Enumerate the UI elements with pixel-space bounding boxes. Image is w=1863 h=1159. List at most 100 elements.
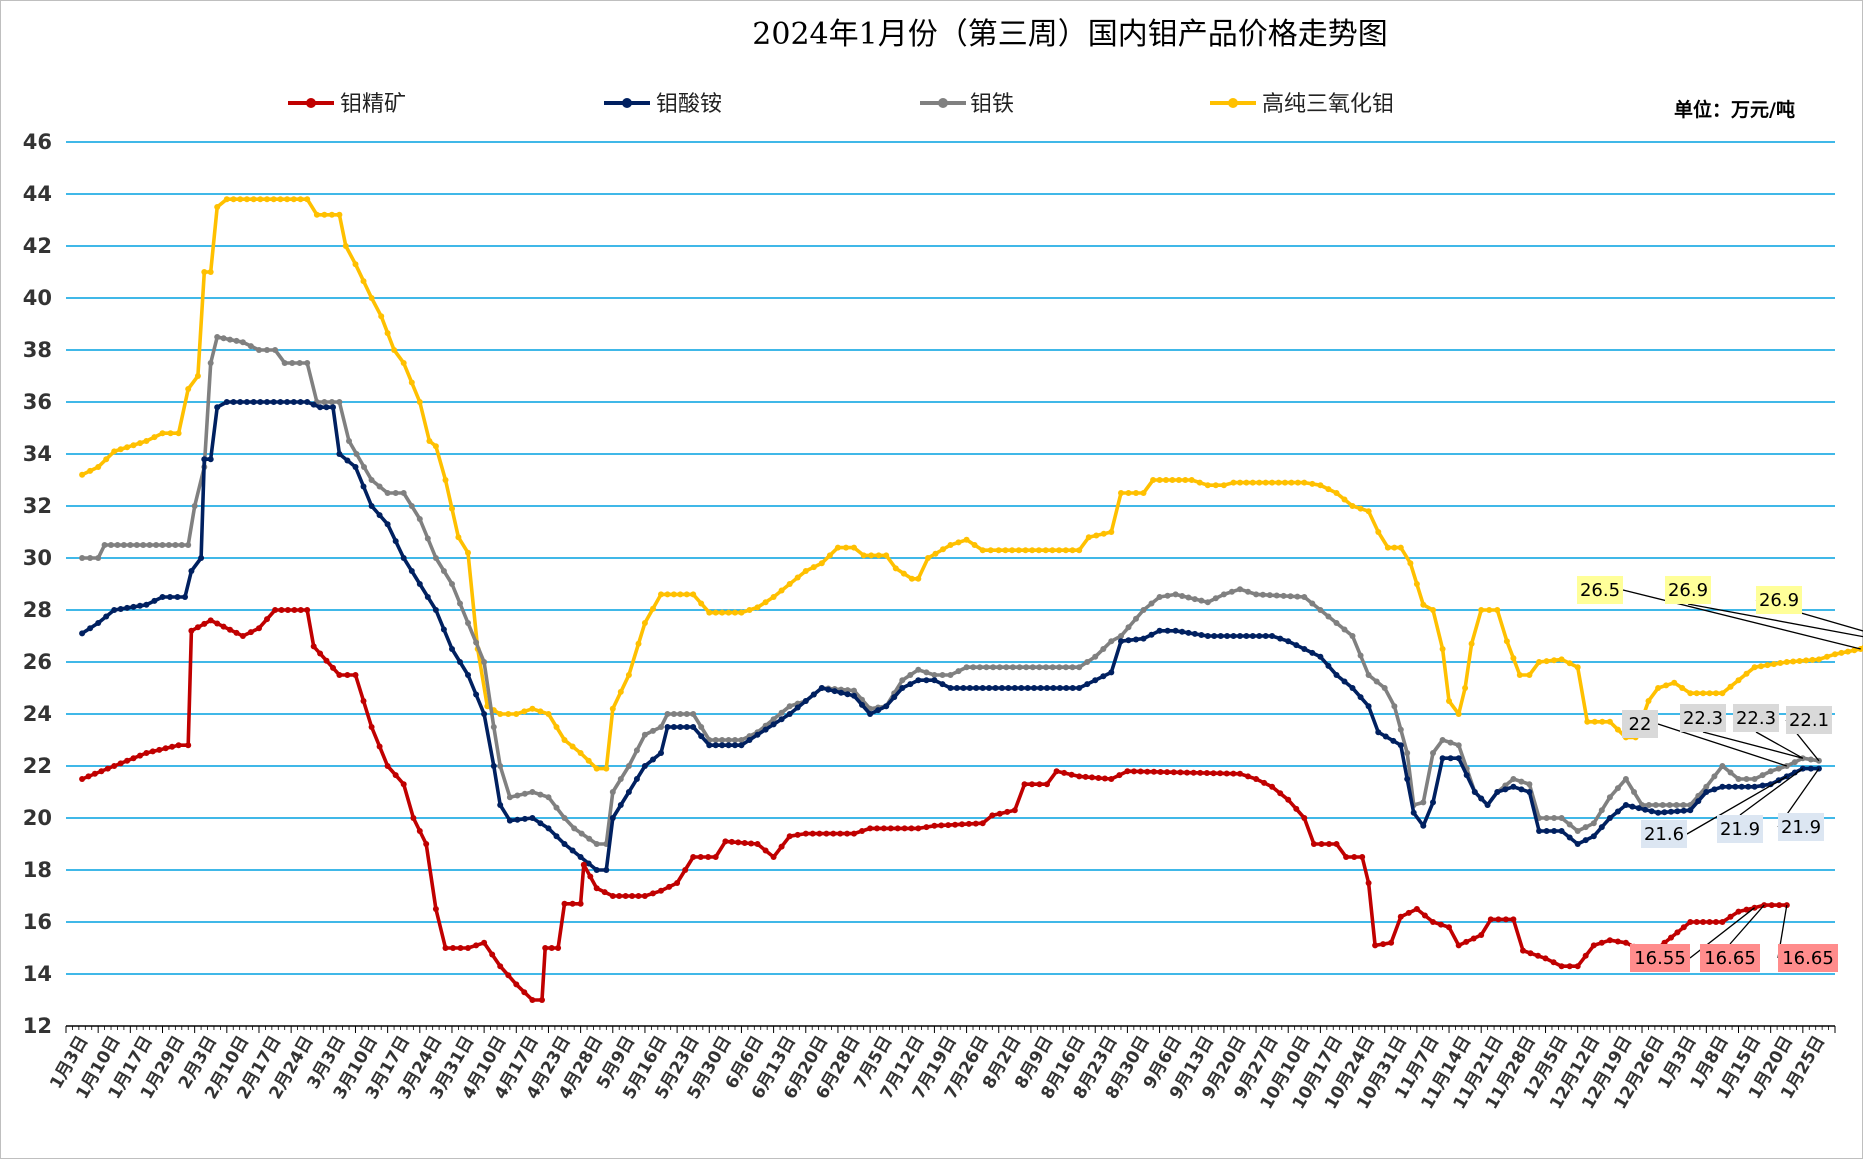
series-marker xyxy=(1770,661,1777,668)
series-marker xyxy=(233,337,240,344)
series-marker xyxy=(1566,660,1573,667)
series-marker xyxy=(609,893,616,899)
series-marker xyxy=(992,685,999,691)
series-marker xyxy=(1169,477,1176,483)
series-marker xyxy=(891,694,898,701)
series-marker xyxy=(1606,718,1613,725)
series-marker xyxy=(130,442,137,449)
series-marker xyxy=(732,742,738,749)
series-marker xyxy=(677,711,684,717)
series-marker xyxy=(1259,591,1266,598)
series-marker xyxy=(915,575,922,582)
series-marker xyxy=(1510,776,1517,782)
series-marker xyxy=(529,815,536,821)
series-marker xyxy=(970,664,977,671)
series-marker xyxy=(529,705,536,712)
data-label-box xyxy=(1680,704,1726,732)
series-marker xyxy=(143,438,150,444)
series-marker xyxy=(1518,778,1525,785)
series-marker xyxy=(831,688,838,695)
series-marker xyxy=(1738,783,1745,790)
unit-label: 单位：万元/吨 xyxy=(1674,98,1795,121)
series-marker xyxy=(277,196,284,203)
series-marker xyxy=(1118,638,1124,645)
series-marker xyxy=(1404,750,1411,756)
series-marker xyxy=(947,672,954,678)
series-marker xyxy=(1687,690,1694,697)
series-marker xyxy=(580,861,587,868)
series-marker xyxy=(1703,789,1710,795)
series-marker xyxy=(1076,547,1083,554)
series-marker xyxy=(1719,690,1726,697)
series-marker xyxy=(1622,939,1629,946)
series-marker xyxy=(521,708,528,715)
series-marker xyxy=(712,737,719,743)
series-marker xyxy=(103,613,110,620)
series-marker xyxy=(732,737,738,743)
series-marker xyxy=(465,620,471,626)
series-marker xyxy=(290,399,297,405)
series-marker xyxy=(1420,601,1427,608)
series-marker xyxy=(1606,815,1613,821)
series-marker xyxy=(816,830,823,837)
series-marker xyxy=(1558,963,1565,970)
series-marker xyxy=(1614,808,1621,815)
series-marker xyxy=(706,742,713,749)
series-marker xyxy=(1526,781,1533,788)
series-marker xyxy=(328,211,335,218)
series-marker xyxy=(1191,596,1198,603)
series-marker xyxy=(915,677,922,684)
series-marker xyxy=(1439,646,1446,652)
series-marker xyxy=(1404,776,1411,782)
data-label-text: 21.6 xyxy=(1644,824,1684,845)
series-marker xyxy=(426,438,433,444)
series-marker xyxy=(1484,802,1491,808)
series-marker xyxy=(1687,807,1694,814)
series-marker xyxy=(1391,703,1398,710)
series-marker xyxy=(1016,664,1023,671)
series-marker xyxy=(201,269,208,275)
series-marker xyxy=(1230,770,1237,777)
series-marker xyxy=(1438,921,1444,928)
series-marker xyxy=(973,685,980,691)
series-marker xyxy=(239,633,246,639)
series-marker xyxy=(1062,547,1069,554)
series-marker xyxy=(317,404,324,411)
series-marker xyxy=(859,701,865,708)
data-label-text: 16.65 xyxy=(1782,948,1834,969)
series-marker xyxy=(883,703,890,710)
series-marker xyxy=(990,664,997,671)
series-marker xyxy=(1494,607,1501,613)
series-marker xyxy=(1133,490,1139,496)
series-marker xyxy=(1463,772,1470,779)
series-marker xyxy=(908,825,915,832)
series-marker xyxy=(336,451,343,457)
data-label: 16.65 xyxy=(1700,904,1765,972)
series-marker xyxy=(830,830,837,837)
chart-title: 2024年1月份（第三周）国内钼产品价格走势图 xyxy=(752,17,1387,52)
series-marker xyxy=(577,854,584,860)
series-marker xyxy=(1487,916,1494,923)
series-marker xyxy=(1197,769,1204,776)
legend-label: 高纯三氧化钼 xyxy=(1262,92,1394,117)
series-marker xyxy=(682,867,689,873)
series-marker xyxy=(117,760,124,767)
series-marker xyxy=(1410,809,1417,816)
series-marker xyxy=(1042,547,1049,554)
series-marker xyxy=(907,681,914,688)
series-marker xyxy=(1775,765,1782,772)
data-label: 26.9 xyxy=(1665,576,1863,638)
series-marker xyxy=(959,821,965,828)
series-marker xyxy=(732,609,738,616)
series-marker xyxy=(281,360,288,366)
series-marker xyxy=(931,672,938,678)
series-marker xyxy=(1719,919,1726,925)
series-marker xyxy=(416,516,423,522)
series-marker xyxy=(1727,769,1734,776)
series-marker xyxy=(1413,581,1420,587)
y-tick-label: 36 xyxy=(23,390,52,414)
series-marker xyxy=(432,906,439,912)
data-label-leader xyxy=(1702,731,1803,759)
series-marker xyxy=(87,467,94,474)
